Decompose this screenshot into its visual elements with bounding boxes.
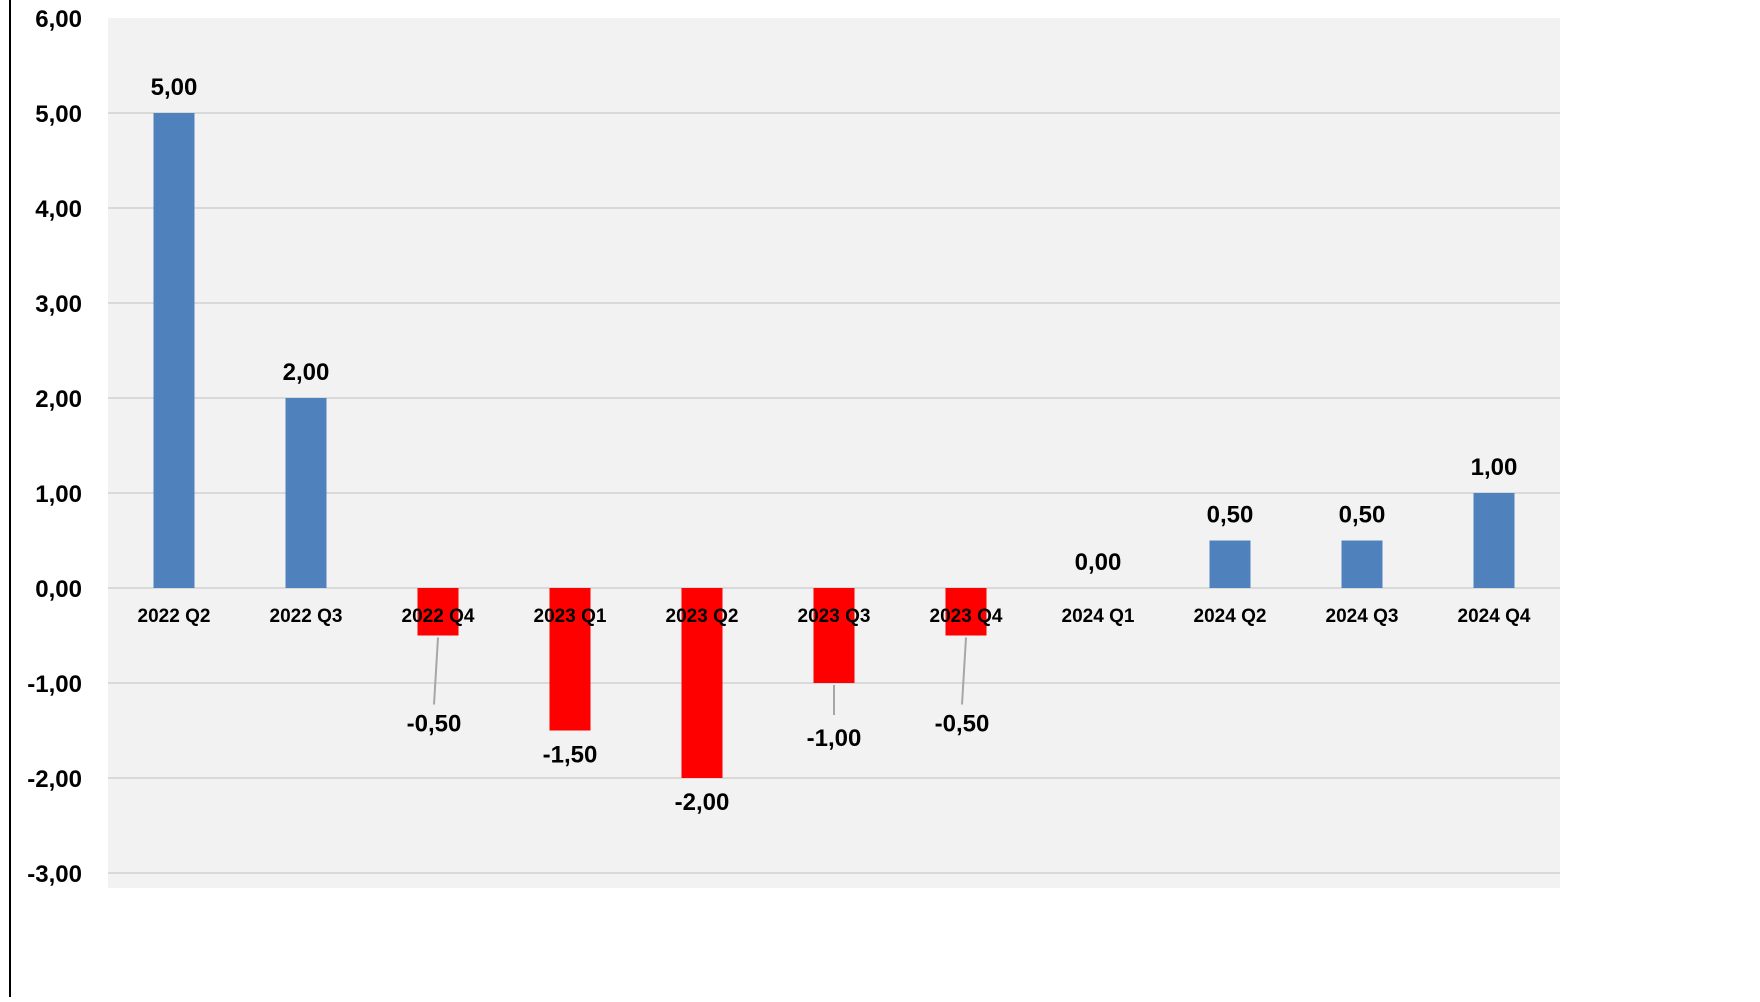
x-tick-label: 2024 Q2 [1194,606,1267,627]
x-tick-label: 2023 Q3 [798,606,871,627]
bar [417,588,459,636]
data-label: -1,00 [807,725,862,752]
y-tick-label: 6,00 [35,6,82,33]
data-label: -0,50 [407,711,462,738]
x-tick-label: 2023 Q4 [930,606,1003,627]
y-tick-label: -1,00 [27,671,82,698]
bar [285,398,327,588]
y-tick-label: 1,00 [35,481,82,508]
x-tick-label: 2022 Q4 [402,606,475,627]
x-tick-label: 2024 Q3 [1326,606,1399,627]
y-tick-label: -2,00 [27,766,82,793]
data-label: -0,50 [935,711,990,738]
data-label: 2,00 [283,359,330,386]
data-label: -2,00 [675,789,730,816]
x-tick-label: 2023 Q1 [534,606,607,627]
bar [945,588,987,636]
data-label: 0,50 [1339,502,1386,529]
y-tick-label: 0,00 [35,576,82,603]
bar [1473,493,1515,588]
x-axis-ticks: 2022 Q2 2022 Q3 2022 Q4 2023 Q1 2023 Q2 2023 … [138,606,1531,627]
data-label: 5,00 [151,74,198,101]
bar [681,588,723,778]
data-label: 0,50 [1207,502,1254,529]
x-tick-label: 2022 Q2 [138,606,211,627]
data-label: -1,50 [543,742,598,769]
bar [549,588,591,731]
x-tick-label: 2023 Q2 [666,606,739,627]
data-labels: 5,00 2,00 -0,50 -1,50 -2,00 -1,00 -0,50 0,00 0,5… [151,74,1518,816]
data-label: 0,00 [1075,549,1122,576]
y-tick-label: 5,00 [35,101,82,128]
y-tick-label: 3,00 [35,291,82,318]
bar [153,113,195,588]
y-axis-ticks: 6,00 5,00 4,00 3,00 2,00 1,00 0,00 -1,00 -2,00 -3… [27,6,82,888]
x-tick-label: 2024 Q1 [1062,606,1135,627]
leader-lines [433,637,967,715]
x-tick-label: 2024 Q4 [1458,606,1531,627]
bar [1209,540,1251,588]
plot-area [108,18,1560,888]
y-tick-label: 2,00 [35,386,82,413]
bar [813,588,855,683]
leader-line [961,637,967,705]
leader-line [433,637,439,705]
y-tick-label: -3,00 [27,861,82,888]
x-tick-label: 2022 Q3 [270,606,343,627]
y-tick-label: 4,00 [35,196,82,223]
bars [153,113,1515,778]
data-label: 1,00 [1471,454,1518,481]
bar [1341,540,1383,588]
